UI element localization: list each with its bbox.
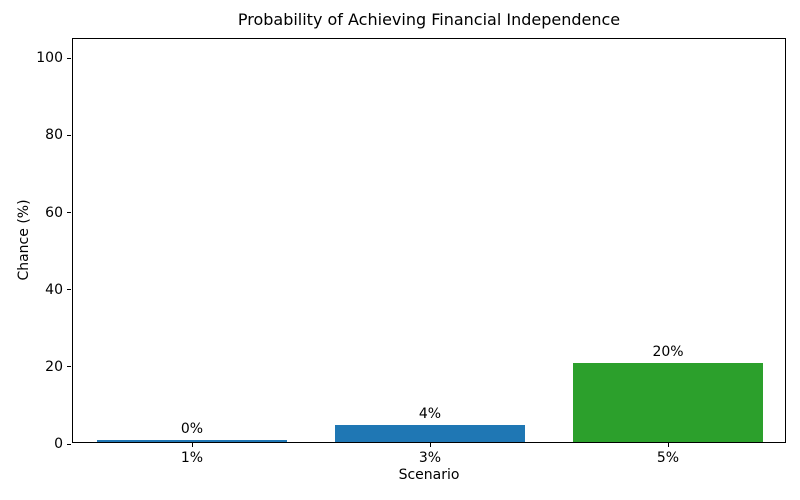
y-tick-mark (67, 289, 71, 291)
y-tick-mark (67, 366, 71, 368)
x-tick-mark (667, 443, 669, 447)
bar (572, 363, 764, 442)
x-tick-mark (429, 443, 431, 447)
bar-value-label: 0% (180, 421, 204, 437)
y-tick-mark (67, 212, 71, 214)
y-tick-label: 60 (45, 204, 63, 221)
y-tick-label: 0 (54, 436, 63, 452)
y-tick-label: 20 (45, 358, 63, 375)
plot-area: 0 20 40 60 80 100 1% 0% 3% 4% 5% 20% (36, 38, 786, 465)
chart-title: Probability of Achieving Financial Indep… (237, 10, 621, 29)
y-tick-mark (67, 134, 71, 136)
x-tick-label: 1% (180, 450, 204, 466)
x-tick-label: 3% (418, 450, 442, 466)
bar (96, 440, 288, 442)
x-axis-label: Scenario (398, 467, 460, 483)
y-tick-label: 80 (45, 127, 63, 144)
y-tick-label: 100 (36, 50, 63, 67)
x-tick-mark (191, 443, 193, 447)
y-tick-mark (67, 57, 71, 59)
bar-value-label: 4% (418, 406, 442, 422)
y-tick-label: 40 (45, 281, 63, 298)
x-tick-label: 5% (656, 450, 680, 466)
bar (334, 425, 526, 442)
y-axis-label: Chance (%) (16, 199, 32, 281)
bar-value-label: 20% (652, 344, 684, 360)
y-tick-mark (67, 443, 71, 445)
